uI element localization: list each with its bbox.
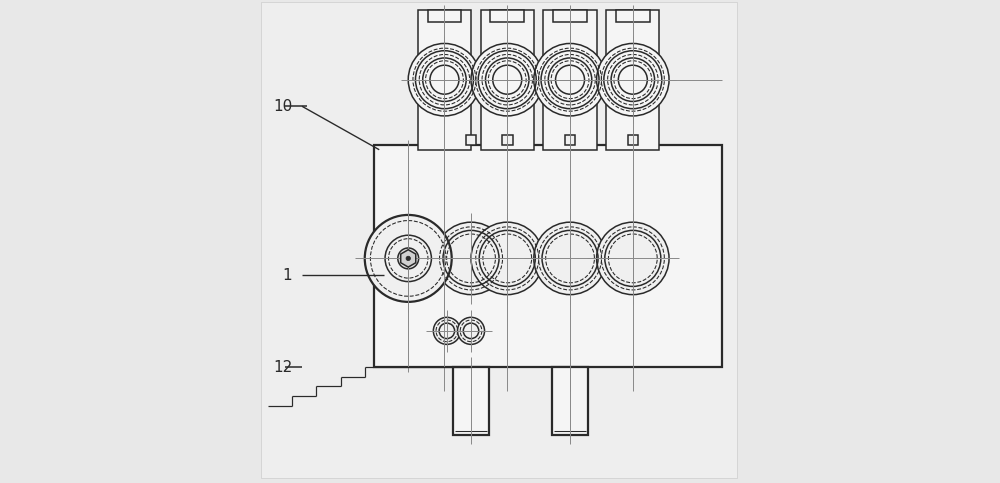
Circle shape — [435, 222, 507, 295]
Bar — [490, 10, 524, 22]
Bar — [553, 10, 587, 22]
Text: 1: 1 — [283, 268, 292, 283]
Circle shape — [433, 317, 460, 344]
Bar — [628, 135, 638, 145]
Circle shape — [398, 248, 419, 269]
Circle shape — [597, 222, 669, 295]
Circle shape — [406, 256, 410, 261]
Circle shape — [471, 222, 543, 295]
Bar — [606, 10, 659, 150]
Bar — [418, 10, 471, 150]
Polygon shape — [401, 250, 416, 267]
Circle shape — [471, 43, 543, 116]
Bar — [565, 135, 575, 145]
Bar — [616, 10, 650, 22]
Text: 10: 10 — [273, 99, 292, 114]
Bar — [466, 135, 476, 145]
Circle shape — [534, 222, 606, 295]
Circle shape — [365, 215, 452, 302]
Bar — [543, 10, 597, 150]
Bar — [374, 145, 722, 367]
Bar — [453, 367, 489, 435]
Text: 12: 12 — [273, 359, 292, 375]
Circle shape — [408, 43, 481, 116]
Bar — [481, 10, 534, 150]
Bar — [428, 10, 461, 22]
Circle shape — [534, 43, 606, 116]
Bar — [552, 367, 588, 435]
Circle shape — [457, 317, 485, 344]
Circle shape — [597, 43, 669, 116]
Bar — [502, 135, 513, 145]
